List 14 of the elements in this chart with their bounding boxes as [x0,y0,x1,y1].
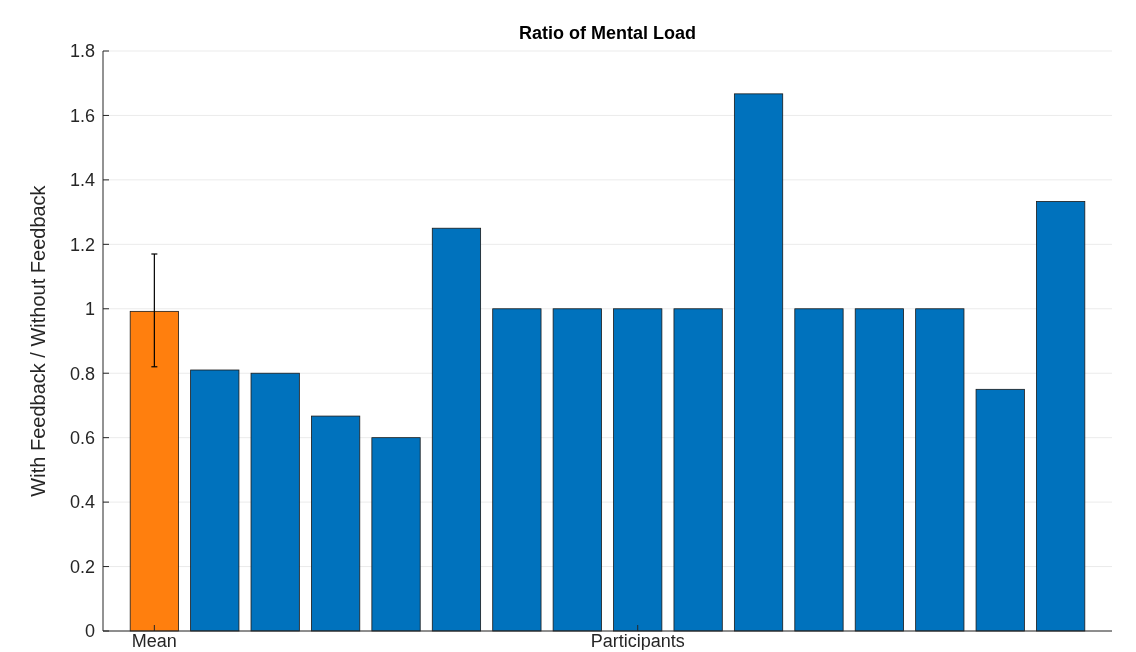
y-tick-label: 1.8 [69,41,95,62]
y-tick-label: 0.8 [69,363,95,384]
y-tick-label: 1.4 [69,170,95,191]
chart-title: Ratio of Mental Load [519,23,696,43]
y-tick-label: 0 [84,621,95,642]
x-tick-label: Mean [131,631,177,651]
y-tick-label: 1.6 [69,105,95,126]
y-tick-label: 0.4 [69,492,95,513]
y-tick-label: 0.6 [69,427,95,448]
y-axis-title: With Feedback / Without Feedback [27,184,49,497]
x-tick-label: Participants [590,631,685,651]
y-tick-label: 1 [84,299,95,320]
y-tick-label: 1.2 [69,234,95,255]
y-tick-label: 0.2 [69,556,95,577]
